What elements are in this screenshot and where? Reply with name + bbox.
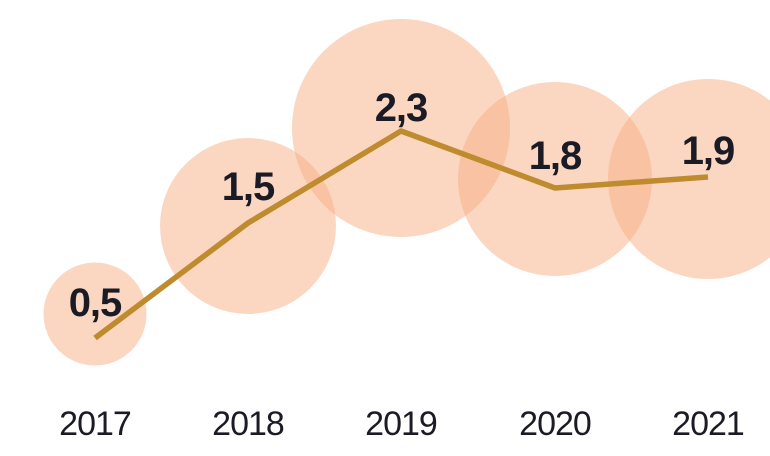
bubble-line-chart: 0,5 1,5 2,3 1,8 1,9 2017 2018 2019 2020 2021 bbox=[40, 16, 770, 440]
x-axis-label-2017: 2017 bbox=[59, 405, 131, 440]
value-label-2017: 0,5 bbox=[69, 281, 122, 325]
value-label-2020: 1,8 bbox=[529, 134, 582, 178]
value-label-2021: 1,9 bbox=[682, 129, 735, 173]
value-label-2018: 1,5 bbox=[222, 165, 275, 209]
bubble-group bbox=[44, 19, 770, 366]
value-label-2019: 2,3 bbox=[375, 86, 428, 130]
x-axis-label-2021: 2021 bbox=[672, 405, 744, 440]
x-axis-label-2018: 2018 bbox=[212, 405, 284, 440]
x-axis-label-2019: 2019 bbox=[365, 405, 437, 440]
x-axis-label-group: 2017 2018 2019 2020 2021 bbox=[59, 405, 744, 440]
chart-svg: 0,5 1,5 2,3 1,8 1,9 2017 2018 2019 2020 2021 bbox=[40, 16, 770, 440]
x-axis-label-2020: 2020 bbox=[519, 405, 591, 440]
